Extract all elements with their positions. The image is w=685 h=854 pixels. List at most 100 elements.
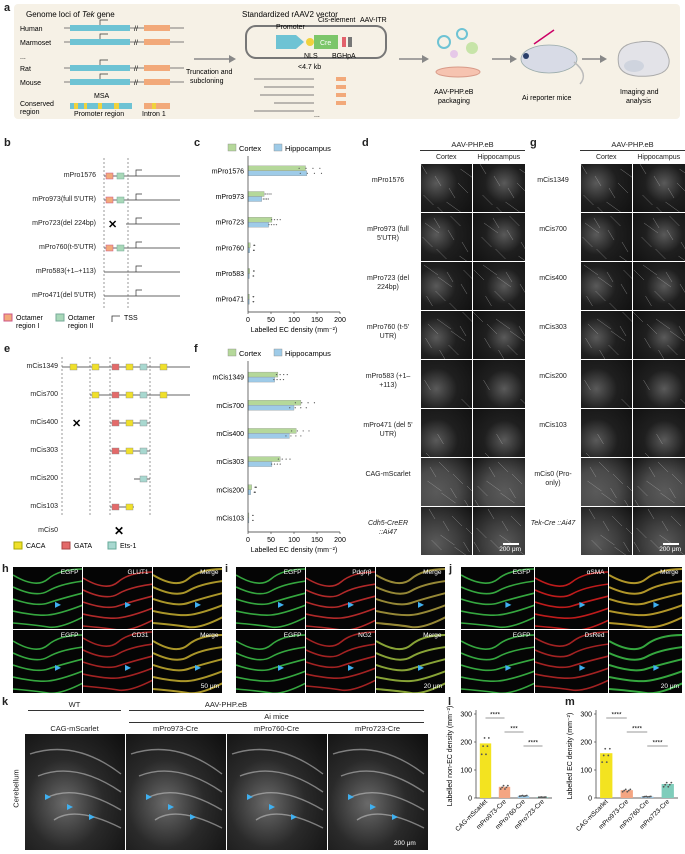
- svg-text:region: region: [20, 109, 40, 116]
- panel-label-m: m: [565, 696, 575, 708]
- arrowhead-marker: [347, 664, 354, 671]
- micrograph: [580, 409, 632, 457]
- column-header: Cortex: [595, 154, 617, 161]
- data-point: [313, 172, 316, 174]
- data-point: [285, 435, 287, 437]
- data-point: [629, 788, 632, 791]
- data-point: [270, 224, 273, 226]
- tick-label: 0: [246, 317, 250, 324]
- micrograph: [473, 164, 525, 212]
- bar: [247, 165, 306, 171]
- tick-label: 0: [246, 537, 250, 544]
- column-header: Hippocampus: [637, 154, 681, 161]
- data-point: [605, 761, 608, 764]
- data-point: [542, 796, 544, 799]
- arrowhead-marker: [652, 601, 659, 608]
- data-point: [520, 794, 523, 797]
- chart-legend: Cortex Hippocampus: [227, 143, 331, 153]
- significance-marker: ****: [652, 740, 663, 747]
- data-point: [277, 458, 280, 460]
- panel-i: EGFP Pdgfrβ Merge EGFP NG2 Merge 20 μm: [235, 566, 445, 693]
- panel-k: WT AAV-PHP.eB Ai mice CAG-mScarlet mPro973-C…: [10, 700, 430, 852]
- legend-gata: GATA: [74, 543, 92, 550]
- msa-label: MSA: [94, 93, 110, 100]
- data-point: [291, 430, 293, 432]
- fluorescence-image: EGFP: [235, 630, 305, 693]
- data-point: [273, 463, 276, 465]
- brain-icon: [617, 40, 670, 77]
- arrowhead-marker: [578, 664, 585, 671]
- data-point: [275, 373, 278, 376]
- column-header: mPro723-Cre: [354, 724, 400, 733]
- bar: [247, 456, 281, 462]
- species-label: Rat: [20, 66, 31, 73]
- data-point: [544, 796, 547, 798]
- truncation-label: Truncation and: [186, 69, 233, 76]
- category-label: mCis200: [216, 487, 244, 494]
- group-wt: WT: [68, 700, 81, 709]
- data-point: [301, 402, 303, 404]
- cis-element-label: Cis-element: [318, 17, 355, 24]
- channel-label: EGFP: [512, 568, 531, 576]
- data-point: [298, 167, 300, 169]
- data-point: [271, 219, 273, 221]
- row-label: mCis103: [539, 422, 567, 429]
- data-point: [627, 789, 630, 792]
- fluorescence-image: Merge: [608, 566, 682, 629]
- tick-label: 150: [311, 537, 323, 544]
- tick-label: 0: [588, 796, 592, 803]
- data-point: [646, 795, 649, 798]
- fluorescence-image: Merge: [152, 630, 222, 693]
- data-point: [667, 785, 670, 788]
- micrograph: [580, 360, 632, 408]
- data-point: [300, 435, 302, 437]
- data-point: [252, 514, 254, 517]
- significance-marker: ****: [490, 712, 501, 719]
- data-point: [273, 378, 275, 381]
- panel-label-g: g: [530, 137, 537, 149]
- data-point: [270, 193, 272, 195]
- arrowhead-marker: [66, 804, 73, 810]
- micrograph: [633, 262, 685, 310]
- tick-label: 300: [460, 712, 472, 719]
- micrograph: [420, 458, 472, 506]
- panel-g: AAV-PHP.eB Cortex Hippocampus mCis1349 mCis7…: [530, 140, 685, 560]
- arrowhead-marker: [277, 664, 284, 671]
- bar: [247, 433, 290, 439]
- arrowhead-marker: [277, 601, 284, 608]
- svg-text:region II: region II: [68, 323, 93, 330]
- row-label: mCis200: [539, 373, 567, 380]
- legend-label: Hippocampus: [285, 144, 331, 153]
- micrograph: [420, 311, 472, 359]
- data-point: [670, 781, 673, 784]
- data-point: [487, 737, 490, 739]
- arrowhead-marker: [44, 794, 51, 800]
- row-label: mCis400: [539, 275, 567, 282]
- micrograph: [420, 507, 472, 555]
- row-label: Cdh5-CreER ::Ai47: [367, 520, 409, 536]
- scale-bar: [503, 543, 519, 545]
- channel-label: Merge: [423, 568, 442, 576]
- data-point: [649, 795, 652, 798]
- bar: [247, 428, 297, 434]
- data-point: [307, 402, 309, 404]
- data-point: [285, 458, 287, 460]
- legend-label: Cortex: [239, 349, 261, 358]
- data-point: [281, 458, 283, 460]
- legend-octamer-2: Octamer: [68, 315, 96, 322]
- svg-text:✕: ✕: [114, 524, 124, 538]
- micrograph: [473, 262, 525, 310]
- data-point: [624, 788, 627, 791]
- svg-text://: //: [134, 80, 138, 87]
- data-point: [664, 783, 667, 786]
- data-point: [290, 435, 292, 437]
- data-point: [537, 796, 540, 799]
- channel-label: NG2: [358, 632, 372, 639]
- vector-title: Standardized rAAV2 vector: [242, 10, 338, 19]
- row-label: mCis0 (Pro-only): [534, 471, 572, 487]
- arrowhead-marker: [652, 664, 659, 671]
- data-point: [276, 463, 278, 465]
- svg-text://: //: [134, 26, 138, 33]
- scale-bar-label: 50 μm: [200, 683, 219, 690]
- category-label: mCis1349: [212, 375, 244, 382]
